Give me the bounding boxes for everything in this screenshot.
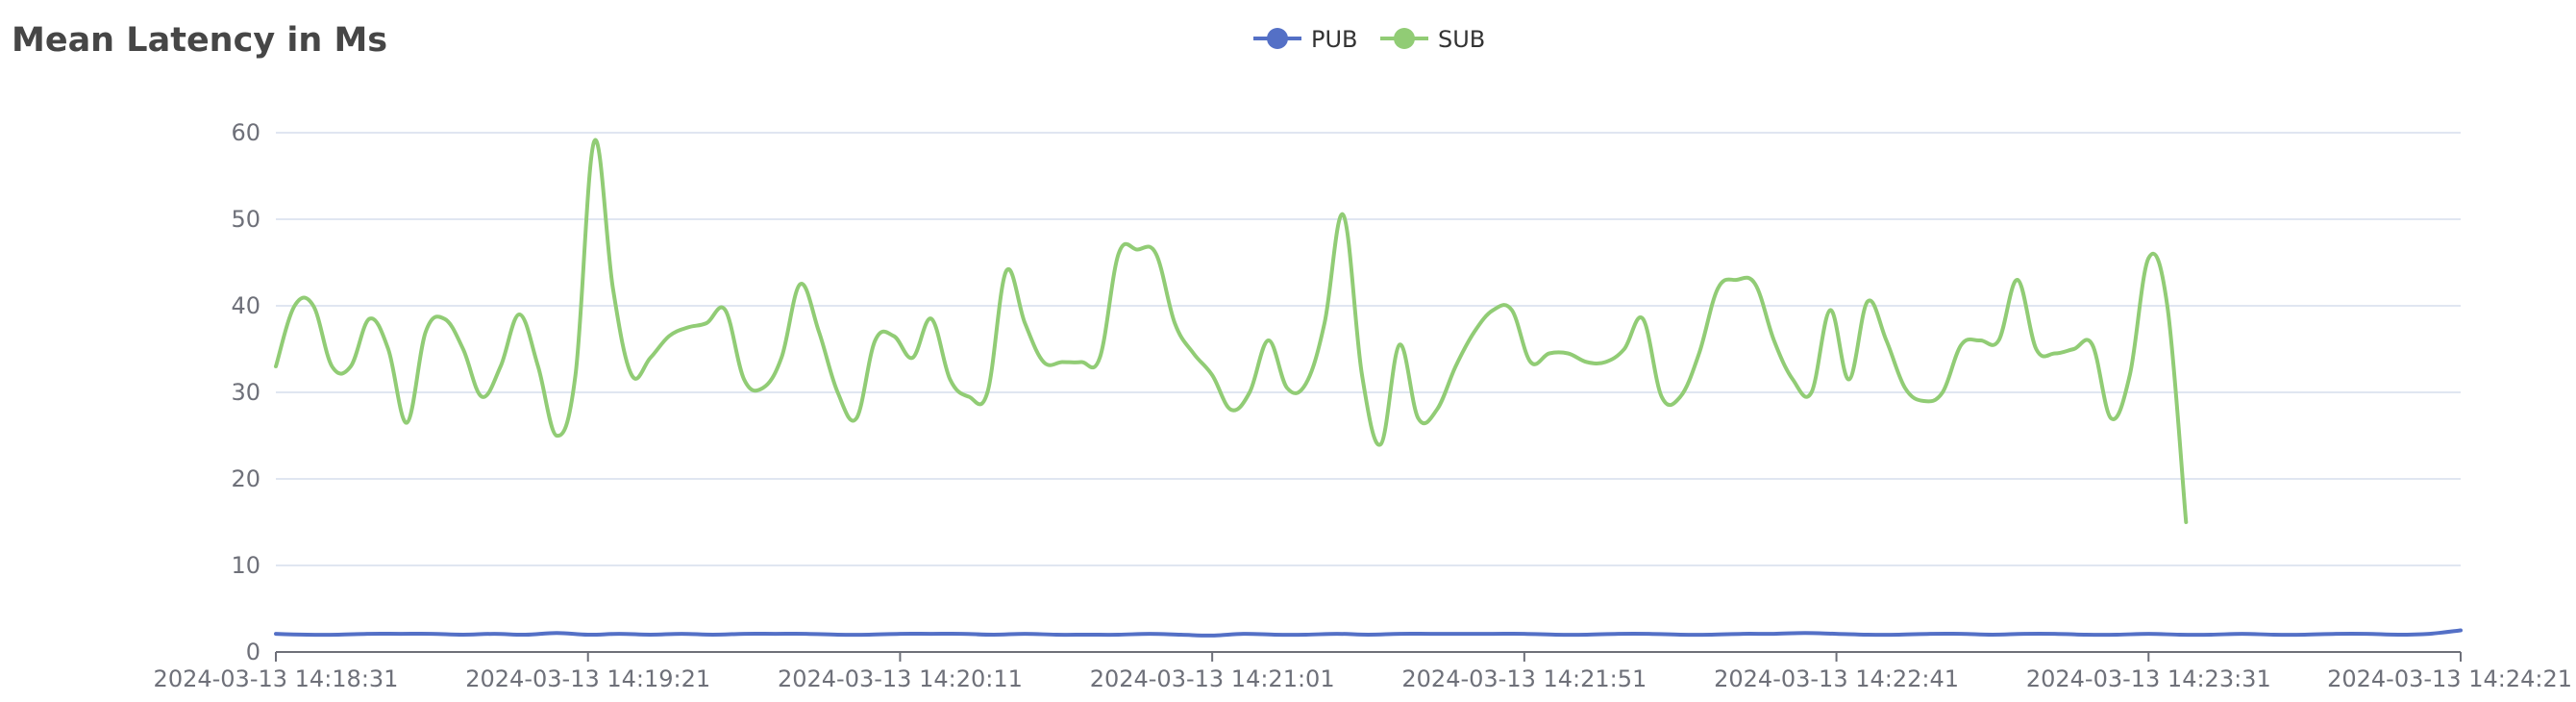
x-tick-label: 2024-03-13 14:19:21 — [465, 665, 710, 692]
y-tick-label: 0 — [246, 639, 260, 665]
grid-lines — [276, 132, 2461, 566]
legend-label: PUB — [1311, 26, 1358, 53]
legend: PUB SUB — [1253, 26, 1485, 53]
x-axis: 2024-03-13 14:18:31 2024-03-13 14:19:21 20… — [154, 651, 2572, 692]
x-tick-label: 2024-03-13 14:21:51 — [1401, 665, 1647, 692]
x-tick-label: 2024-03-13 14:20:11 — [778, 665, 1023, 692]
y-axis: 0 10 20 30 40 50 60 — [231, 119, 260, 665]
y-tick-label: 30 — [231, 379, 260, 406]
series-line-pub — [274, 628, 2463, 638]
legend-label: SUB — [1438, 26, 1485, 53]
legend-marker-icon — [1267, 28, 1288, 49]
y-tick-label: 60 — [231, 119, 260, 146]
x-tick-label: 2024-03-13 14:21:01 — [1090, 665, 1335, 692]
x-tick-label: 2024-03-13 14:18:31 — [154, 665, 399, 692]
y-tick-label: 10 — [231, 552, 260, 579]
legend-marker-icon — [1394, 28, 1415, 49]
x-tick-label: 2024-03-13 14:23:31 — [2026, 665, 2271, 692]
chart-title: Mean Latency in Ms — [12, 21, 388, 60]
x-tick-label: 2024-03-13 14:24:21 — [2327, 665, 2572, 692]
x-tick-label: 2024-03-13 14:22:41 — [1714, 665, 1959, 692]
legend-item-pub[interactable]: PUB — [1253, 26, 1358, 53]
series-line-sub — [274, 138, 2189, 524]
y-tick-label: 50 — [231, 206, 260, 233]
y-tick-label: 20 — [231, 465, 260, 492]
series-lines — [274, 138, 2463, 638]
y-tick-label: 40 — [231, 292, 260, 319]
legend-item-sub[interactable]: SUB — [1380, 26, 1485, 53]
